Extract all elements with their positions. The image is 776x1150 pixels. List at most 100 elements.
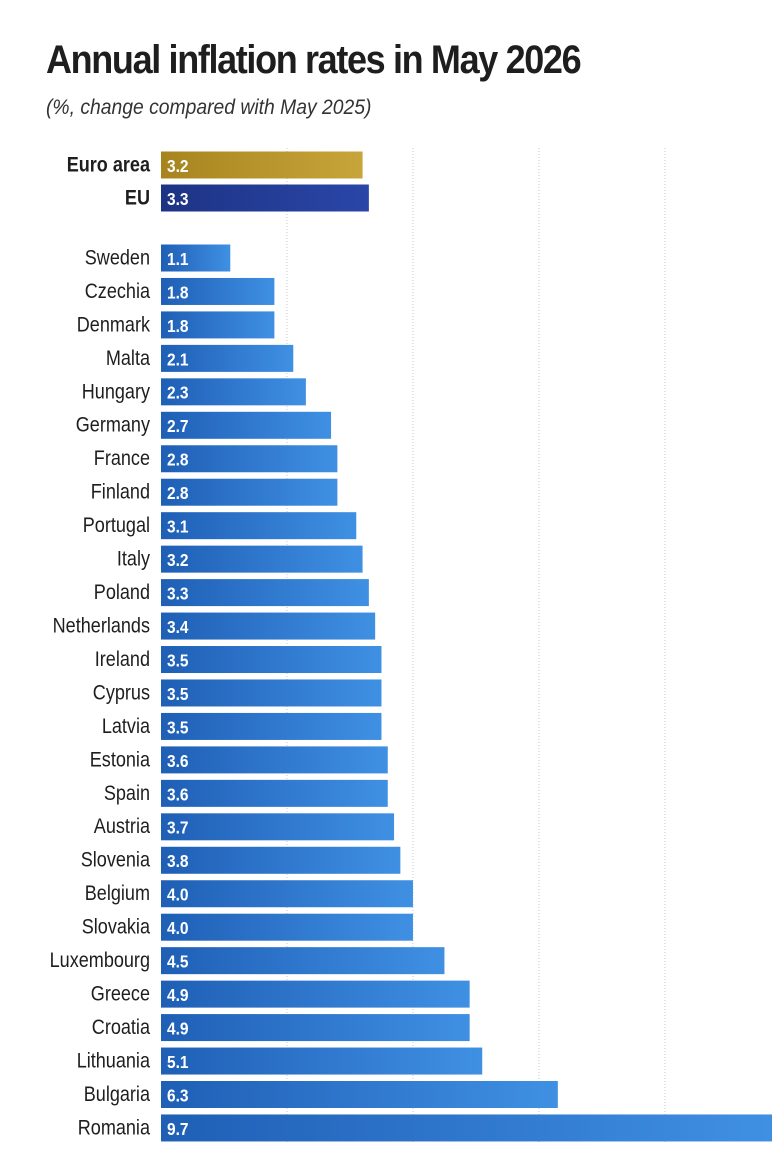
- data-label: 4.9: [167, 1018, 188, 1038]
- bar: [161, 244, 231, 272]
- bar: [161, 1114, 772, 1142]
- data-label: 3.5: [167, 717, 188, 737]
- bar: [161, 184, 369, 212]
- data-label: 4.9: [167, 985, 188, 1005]
- country-row: Latvia 3.5: [102, 712, 382, 740]
- bar: [161, 612, 376, 640]
- data-label: 1.8: [167, 316, 188, 336]
- country-row: Lithuania 5.1: [77, 1047, 483, 1075]
- data-label: 6.3: [167, 1085, 188, 1105]
- country-row: Slovakia 4.0: [82, 913, 413, 941]
- country-row: Croatia 4.9: [92, 1014, 470, 1042]
- data-label: 9.7: [167, 1119, 188, 1139]
- bar: [161, 378, 306, 406]
- bar: [161, 411, 332, 439]
- category-label: Cyprus: [93, 681, 150, 705]
- country-row: Greece 4.9: [91, 980, 470, 1008]
- bar: [161, 646, 382, 674]
- data-label: 3.5: [167, 684, 188, 704]
- country-row: Portugal 3.1: [83, 512, 357, 540]
- country-row: Netherlands 3.4: [53, 612, 376, 640]
- bar: [161, 679, 382, 707]
- data-label: 1.8: [167, 282, 188, 302]
- country-row: Finland 2.8: [91, 478, 338, 506]
- country-row: Czechia 1.8: [85, 277, 275, 305]
- chart-subtitle: (%, change compared with May 2025): [46, 96, 372, 119]
- bar: [161, 846, 401, 874]
- category-label: Croatia: [92, 1016, 150, 1040]
- gridlines: [286, 148, 666, 1142]
- category-label: France: [94, 447, 150, 471]
- data-label: 3.5: [167, 650, 188, 670]
- category-label: EU: [125, 186, 150, 210]
- category-label: Lithuania: [77, 1049, 150, 1073]
- bar: [161, 151, 363, 179]
- data-label: 1.1: [167, 249, 188, 269]
- category-label: Poland: [94, 581, 150, 605]
- category-label: Bulgaria: [84, 1083, 150, 1107]
- country-row: Poland 3.3: [94, 579, 369, 607]
- bar: [161, 545, 363, 573]
- bar: [161, 880, 413, 908]
- category-label: Netherlands: [53, 614, 151, 638]
- data-label: 4.5: [167, 951, 188, 971]
- category-label: Slovenia: [81, 848, 150, 872]
- country-row: Romania 9.7: [78, 1114, 772, 1142]
- category-label: Belgium: [85, 882, 150, 906]
- bar: [161, 712, 382, 740]
- bar: [161, 1081, 558, 1108]
- data-label: 3.3: [167, 189, 188, 209]
- data-label: 2.8: [167, 483, 188, 503]
- category-label: Luxembourg: [50, 949, 150, 973]
- country-row: Slovenia 3.8: [81, 846, 401, 874]
- category-label: Ireland: [95, 648, 150, 672]
- data-label: 3.6: [167, 751, 188, 771]
- data-label: 2.7: [167, 416, 188, 436]
- bar: [161, 1014, 470, 1042]
- data-label: 3.7: [167, 818, 188, 838]
- country-row: Ireland 3.5: [95, 646, 382, 674]
- bar: [161, 579, 369, 607]
- aggregate-row: EU 3.3: [125, 184, 369, 212]
- category-label: Estonia: [90, 748, 150, 772]
- category-label: Czechia: [85, 280, 150, 304]
- data-label: 3.3: [167, 583, 188, 603]
- country-row: Sweden 1.1: [85, 244, 231, 272]
- aggregate-row: Euro area 3.2: [67, 151, 363, 179]
- country-row: Hungary 2.3: [82, 378, 306, 406]
- data-label: 2.1: [167, 349, 188, 369]
- bar: [161, 947, 445, 975]
- country-row: Germany 2.7: [76, 411, 332, 439]
- data-label: 4.0: [167, 885, 188, 905]
- category-label: Finland: [91, 480, 150, 504]
- category-label: Malta: [106, 347, 150, 371]
- chart-title: Annual inflation rates in May 2026: [46, 38, 582, 82]
- country-row: Belgium 4.0: [85, 880, 413, 908]
- category-label: Denmark: [77, 313, 150, 337]
- category-label: Hungary: [82, 380, 150, 404]
- bar: [161, 277, 275, 305]
- country-row: France 2.8: [94, 445, 338, 473]
- category-label: Slovakia: [82, 915, 150, 939]
- country-row: Spain 3.6: [104, 779, 388, 807]
- data-label: 2.8: [167, 450, 188, 470]
- bar: [161, 1047, 483, 1075]
- category-label: Austria: [94, 815, 150, 839]
- category-label: Greece: [91, 982, 150, 1006]
- bar: [161, 779, 388, 807]
- category-label: Romania: [78, 1116, 150, 1140]
- country-row: Bulgaria 6.3: [84, 1081, 558, 1108]
- category-label: Italy: [117, 547, 150, 571]
- country-row: Estonia 3.6: [90, 746, 388, 774]
- data-label: 3.1: [167, 516, 188, 536]
- country-row: Cyprus 3.5: [93, 679, 382, 707]
- data-label: 3.8: [167, 851, 188, 871]
- bar: [161, 344, 294, 372]
- country-row: Denmark 1.8: [77, 311, 275, 339]
- data-label: 2.3: [167, 383, 188, 403]
- category-label: Portugal: [83, 514, 150, 538]
- data-label: 3.6: [167, 784, 188, 804]
- country-row: Austria 3.7: [94, 813, 395, 841]
- country-row: Luxembourg 4.5: [50, 947, 445, 975]
